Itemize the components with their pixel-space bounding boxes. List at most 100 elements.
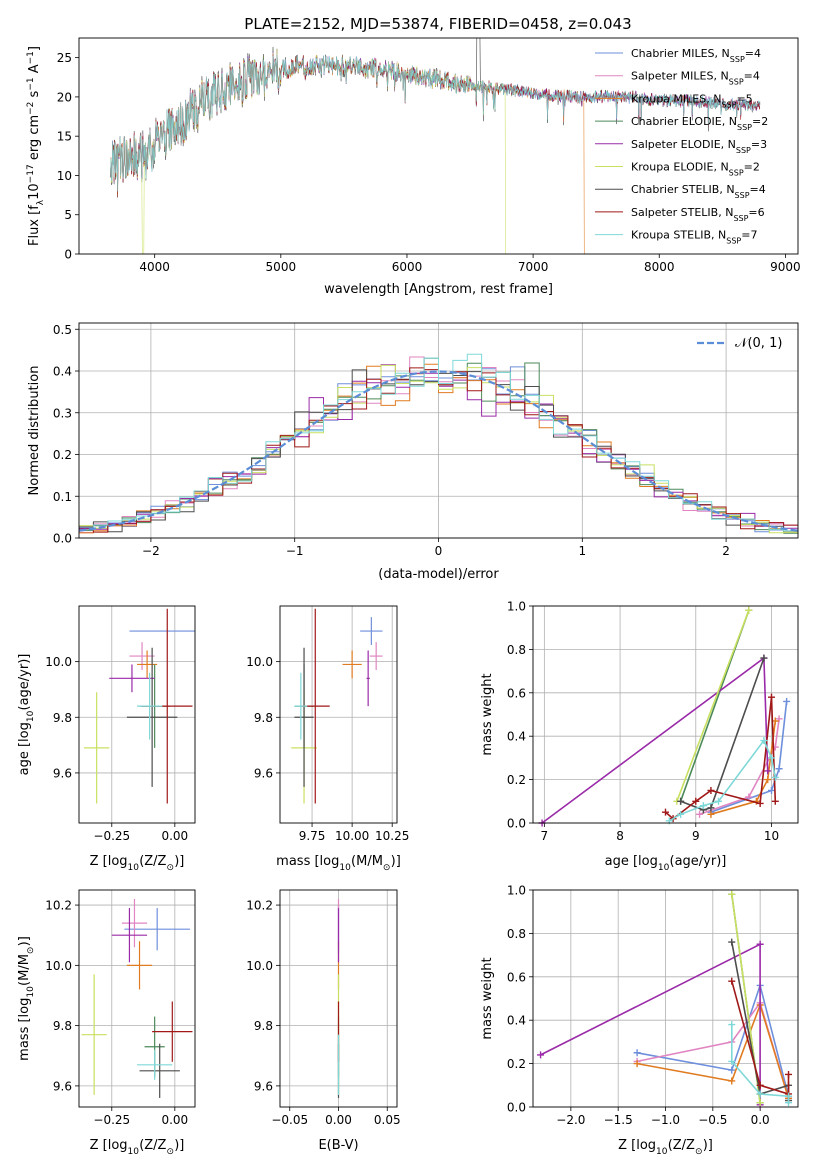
- x-axis-label-part: )]: [703, 1138, 713, 1153]
- x-axis-label-part: ⊙: [166, 863, 174, 873]
- errorbar-points: [81, 899, 193, 1098]
- weight-marker: [677, 797, 685, 805]
- legend-normal-params: (0, 1): [747, 336, 782, 351]
- legend-eq: =: [751, 138, 760, 151]
- weight-marker: [728, 1057, 736, 1065]
- legend-nssp: 5: [746, 92, 753, 105]
- errorbar-point: [137, 1049, 173, 1080]
- weight-line: [676, 610, 750, 802]
- weight-marker: [537, 1051, 545, 1059]
- x-axis-label-part: )]: [174, 854, 184, 869]
- x-tick-label: −2: [142, 544, 160, 558]
- weight-marker: [707, 804, 715, 812]
- legend-n-sub: SSP: [721, 100, 736, 109]
- x-tick-label: 9.75: [299, 829, 326, 843]
- legend-n: N: [725, 206, 733, 219]
- weight-marker: [775, 715, 783, 723]
- y-axis-label-part: (age/yr)]: [17, 654, 32, 711]
- y-tick-label: 0.3: [53, 406, 72, 420]
- errorbar-point: [342, 650, 362, 679]
- errorbar-point: [126, 941, 153, 990]
- y-tick-label: 9.6: [53, 1079, 72, 1093]
- legend-entry: Salpeter ELODIE, NSSP=3: [631, 138, 767, 155]
- y-axis-label-part: ⊙: [26, 947, 36, 955]
- weight-marker: [728, 1021, 736, 1029]
- errorbar-point: [366, 650, 370, 707]
- y-tick-label: 0.4: [507, 1014, 526, 1028]
- y-axis-label-part: 10: [26, 710, 36, 722]
- legend-model-name: Chabrier MILES: [631, 47, 715, 60]
- x-tick-label: −2.0: [556, 1113, 585, 1127]
- legend-n-sub: SSP: [729, 77, 744, 86]
- y-tick-label: 0.0: [507, 817, 526, 831]
- y-tick-label: 1.0: [507, 884, 526, 898]
- legend-entry: Kroupa STELIB, NSSP=7: [631, 229, 757, 246]
- x-axis-label: (data-model)/error: [378, 567, 499, 582]
- y-tick-label: 0.8: [507, 927, 526, 941]
- legend-eq: =: [741, 229, 750, 242]
- residuals-panel: −2 −1 0 1 2 0.0 0.1 0.2 0.3 0.4 0.5 𝒩(0, 1) (data-mo…: [27, 322, 799, 582]
- weight-marker: [764, 776, 772, 784]
- y-axis-label-part: −17: [26, 164, 36, 183]
- y-tick-label: 10.2: [45, 899, 72, 913]
- weight-marker: [745, 606, 753, 614]
- legend-n-sub: SSP: [737, 123, 752, 132]
- weight-marker: [756, 1081, 764, 1089]
- weight-marker: [715, 797, 722, 805]
- x-tick-label: 0.00: [161, 1113, 188, 1127]
- errorbar-point: [124, 908, 190, 951]
- errorbar-point: [152, 1001, 193, 1062]
- x-axis-label: Z [log10 (Z/Z⊙ )]: [90, 854, 185, 873]
- y-tick-label: 9.8: [53, 1019, 72, 1033]
- errorbar-point: [137, 672, 163, 740]
- y-tick-label: 9.6: [53, 766, 72, 780]
- x-axis-label-part: Z [log: [618, 1138, 656, 1153]
- x-axis-label-part: Z [log: [90, 1138, 128, 1153]
- axes-frame: [279, 605, 398, 824]
- y-tick-label: 0.1: [53, 490, 72, 504]
- y-tick-label: 0.2: [507, 773, 526, 787]
- weight-marker: [677, 810, 685, 818]
- x-tick-label: 7: [541, 829, 549, 843]
- y-tick-label: 1.0: [507, 600, 526, 614]
- y-tick-label: 10.2: [246, 899, 273, 913]
- y-axis-label-part: s: [27, 90, 42, 101]
- x-axis-label-part: 10: [658, 863, 670, 873]
- weight-marker: [633, 1049, 641, 1057]
- axes-frame: [532, 889, 799, 1108]
- y-tick-label: 9.6: [254, 766, 273, 780]
- y-tick-label: 0: [64, 248, 72, 262]
- x-axis-label-part: Z [log: [90, 854, 128, 869]
- legend-sep: ,: [719, 183, 726, 196]
- y-tick-label: 25: [57, 51, 72, 65]
- y-axis-label-part: (M/M: [17, 954, 32, 986]
- x-tick-label: 5000: [266, 260, 297, 274]
- weight-marker: [696, 810, 704, 818]
- y-axis-label: mass weight: [480, 957, 495, 1039]
- weight-marker: [662, 808, 669, 816]
- x-axis-label: age [log10 (age/yr)]: [605, 854, 727, 873]
- weight-marker: [785, 1092, 793, 1100]
- y-axis-label-part: 10: [27, 183, 42, 200]
- figure-title: PLATE=2152, MJD=53874, FIBERID=0458, z=0…: [244, 15, 631, 33]
- age-vs-mass-panel: 9.75 10.00 10.25 9.6 9.8 10.0 mass [log10 (M/M…: [246, 605, 409, 873]
- x-axis-label-part: 10: [128, 1147, 140, 1157]
- weight-marker: [785, 1099, 793, 1107]
- errorbar-point: [129, 642, 155, 670]
- y-axis-label-part: λ: [36, 199, 46, 205]
- y-tick-label: 0.0: [507, 1101, 526, 1115]
- legend-sep: ,: [721, 138, 728, 151]
- x-axis-label-part: ⊙: [695, 1147, 703, 1157]
- y-axis-label: Normed distribution: [27, 366, 42, 496]
- legend-n-sub: SSP: [730, 55, 745, 64]
- x-axis-label: Z [log10 (Z/Z⊙ )]: [618, 1138, 713, 1157]
- x-tick-label: 0: [435, 544, 443, 558]
- x-axis-label-part: )]: [174, 1138, 184, 1153]
- x-tick-label: 9: [692, 829, 700, 843]
- legend-n: N: [726, 183, 734, 196]
- weight-marker: [707, 810, 715, 818]
- legend-model-name: Chabrier STELIB: [631, 183, 719, 196]
- x-axis-label-part: 10: [656, 1147, 668, 1157]
